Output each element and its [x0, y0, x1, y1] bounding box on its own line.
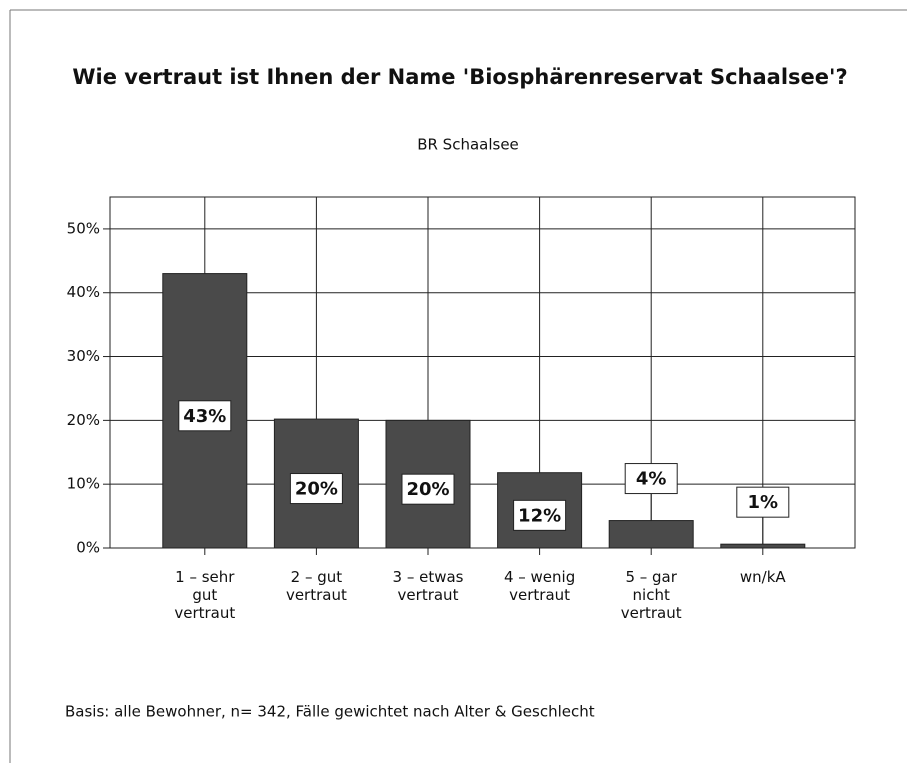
- chart-title: Wie vertraut ist Ihnen der Name 'Biosphä…: [72, 65, 847, 89]
- y-tick-label: 20%: [67, 411, 100, 429]
- value-label-box: [513, 499, 567, 531]
- value-label: 20%: [406, 479, 449, 500]
- value-label: 20%: [295, 479, 338, 500]
- y-tick-label: 30%: [67, 347, 100, 365]
- x-tick-label: 5 – gar nicht vertraut: [620, 568, 682, 622]
- x-tick-label: wn/kA: [739, 568, 786, 586]
- y-tick-label: 0%: [76, 539, 100, 557]
- value-label: 43%: [183, 406, 226, 427]
- bar: [608, 520, 694, 549]
- value-label-box: [289, 473, 343, 505]
- y-tick-label: 50%: [67, 219, 100, 237]
- value-label: 12%: [518, 505, 561, 526]
- value-label-box: [401, 473, 455, 505]
- bar: [720, 543, 806, 549]
- x-tick-label: 2 – gut vertraut: [285, 568, 347, 604]
- x-tick-label: 4 – wenig vertraut: [503, 568, 576, 604]
- value-label-box: [624, 463, 678, 495]
- value-label: 1%: [748, 492, 779, 513]
- value-label: 4%: [636, 469, 667, 490]
- chart-subtitle: BR Schaalsee: [417, 136, 519, 154]
- y-tick-label: 10%: [67, 475, 100, 493]
- footnote: Basis: alle Bewohner, n= 342, Fälle gewi…: [65, 703, 595, 721]
- x-tick-label: 3 – etwas vertraut: [392, 568, 464, 604]
- x-tick-label: 1 – sehr gut vertraut: [174, 568, 236, 622]
- value-label-box: [178, 400, 232, 432]
- value-label-box: [736, 486, 790, 518]
- y-tick-label: 40%: [67, 283, 100, 301]
